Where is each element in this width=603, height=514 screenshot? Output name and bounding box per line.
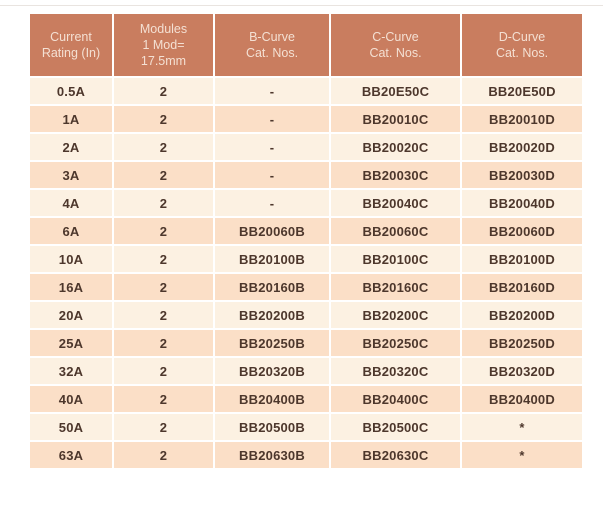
table-cell-d_curve: BB20400D	[460, 384, 584, 414]
table-cell-b_curve: BB20630B	[213, 440, 331, 470]
table-cell-d_curve: BB20E50D	[460, 76, 584, 106]
table-cell-modules: 2	[112, 384, 215, 414]
top-divider-line	[0, 5, 603, 6]
table-cell-modules: 2	[112, 244, 215, 274]
col-header-c-curve: C-Curve Cat. Nos.	[329, 12, 462, 78]
table-cell-b_curve: -	[213, 188, 331, 218]
table-cell-c_curve: BB20020C	[329, 132, 462, 162]
table-cell-d_curve: BB20100D	[460, 244, 584, 274]
table-cell-b_curve: BB20500B	[213, 412, 331, 442]
table-cell-b_curve: -	[213, 104, 331, 134]
table-row: 3A 2- BB20030C BB20030D	[28, 160, 584, 190]
table-row: 0.5A 2- BB20E50C BB20E50D	[28, 76, 584, 106]
table-cell-modules: 2	[112, 76, 215, 106]
table-cell-c_curve: BB20160C	[329, 272, 462, 302]
table-cell-modules: 2	[112, 272, 215, 302]
table-cell-c_curve: BB20200C	[329, 300, 462, 330]
table-cell-b_curve: BB20160B	[213, 272, 331, 302]
table-row: 50A 2 BB20500B BB20500C *	[28, 412, 584, 442]
table-cell-d_curve: BB20010D	[460, 104, 584, 134]
table-cell-c_curve: BB20010C	[329, 104, 462, 134]
table-row: 2A 2- BB20020C BB20020D	[28, 132, 584, 162]
table-cell-current_rating: 40A	[28, 384, 114, 414]
col-header-modules: Modules 1 Mod= 17.5mm	[112, 12, 215, 78]
table-cell-b_curve: BB20100B	[213, 244, 331, 274]
table-cell-modules: 2	[112, 132, 215, 162]
table-row: 40A 2 BB20400B BB20400C BB20400D	[28, 384, 584, 414]
table-cell-modules: 2	[112, 216, 215, 246]
col-header-current-rating: Current Rating (In)	[28, 12, 114, 78]
table-cell-current_rating: 4A	[28, 188, 114, 218]
table-cell-d_curve: BB20160D	[460, 272, 584, 302]
table-cell-modules: 2	[112, 440, 215, 470]
table-row: 63A 2 BB20630B BB20630C *	[28, 440, 584, 470]
table-row: 32A 2 BB20320B BB20320C BB20320D	[28, 356, 584, 386]
table-cell-b_curve: BB20400B	[213, 384, 331, 414]
table-cell-b_curve: -	[213, 76, 331, 106]
table-cell-d_curve: BB20060D	[460, 216, 584, 246]
table-cell-c_curve: BB20060C	[329, 216, 462, 246]
table-cell-current_rating: 20A	[28, 300, 114, 330]
table-cell-modules: 2	[112, 412, 215, 442]
header-row: Current Rating (In) Modules 1 Mod= 17.5m…	[28, 12, 584, 78]
table-cell-modules: 2	[112, 160, 215, 190]
table-cell-current_rating: 6A	[28, 216, 114, 246]
table-row: 20A 2 BB20200B BB20200C BB20200D	[28, 300, 584, 330]
table-cell-d_curve: BB20250D	[460, 328, 584, 358]
table-cell-d_curve: *	[460, 412, 584, 442]
table-cell-c_curve: BB20030C	[329, 160, 462, 190]
table-cell-b_curve: BB20320B	[213, 356, 331, 386]
table-cell-current_rating: 1A	[28, 104, 114, 134]
table-cell-b_curve: BB20060B	[213, 216, 331, 246]
table-cell-d_curve: BB20200D	[460, 300, 584, 330]
table-cell-current_rating: 3A	[28, 160, 114, 190]
table-cell-b_curve: BB20200B	[213, 300, 331, 330]
table-cell-current_rating: 0.5A	[28, 76, 114, 106]
breaker-catalog-table: Current Rating (In) Modules 1 Mod= 17.5m…	[28, 12, 584, 470]
col-header-b-curve: B-Curve Cat. Nos.	[213, 12, 331, 78]
table-row: 6A 2 BB20060B BB20060C BB20060D	[28, 216, 584, 246]
table-cell-modules: 2	[112, 328, 215, 358]
table-cell-b_curve: -	[213, 160, 331, 190]
table-cell-current_rating: 50A	[28, 412, 114, 442]
table-cell-modules: 2	[112, 104, 215, 134]
table-cell-c_curve: BB20500C	[329, 412, 462, 442]
table-cell-d_curve: BB20030D	[460, 160, 584, 190]
table-row: 25A 2 BB20250B BB20250C BB20250D	[28, 328, 584, 358]
table-cell-c_curve: BB20040C	[329, 188, 462, 218]
table-cell-c_curve: BB20100C	[329, 244, 462, 274]
table-cell-d_curve: *	[460, 440, 584, 470]
table-cell-c_curve: BB20E50C	[329, 76, 462, 106]
table-cell-current_rating: 10A	[28, 244, 114, 274]
table-cell-current_rating: 63A	[28, 440, 114, 470]
table-cell-b_curve: BB20250B	[213, 328, 331, 358]
table-cell-current_rating: 25A	[28, 328, 114, 358]
table-cell-c_curve: BB20400C	[329, 384, 462, 414]
table-cell-b_curve: -	[213, 132, 331, 162]
table-cell-current_rating: 16A	[28, 272, 114, 302]
table-cell-current_rating: 32A	[28, 356, 114, 386]
table-cell-d_curve: BB20040D	[460, 188, 584, 218]
table-cell-modules: 2	[112, 300, 215, 330]
col-header-d-curve: D-Curve Cat. Nos.	[460, 12, 584, 78]
table-cell-modules: 2	[112, 188, 215, 218]
table-row: 10A 2 BB20100B BB20100C BB20100D	[28, 244, 584, 274]
table-row: 1A 2- BB20010C BB20010D	[28, 104, 584, 134]
table-row: 16A 2 BB20160B BB20160C BB20160D	[28, 272, 584, 302]
table-cell-d_curve: BB20320D	[460, 356, 584, 386]
table-row: 4A 2- BB20040C BB20040D	[28, 188, 584, 218]
table-cell-c_curve: BB20250C	[329, 328, 462, 358]
table-cell-c_curve: BB20320C	[329, 356, 462, 386]
table-cell-current_rating: 2A	[28, 132, 114, 162]
table-cell-modules: 2	[112, 356, 215, 386]
table-cell-d_curve: BB20020D	[460, 132, 584, 162]
table-cell-c_curve: BB20630C	[329, 440, 462, 470]
